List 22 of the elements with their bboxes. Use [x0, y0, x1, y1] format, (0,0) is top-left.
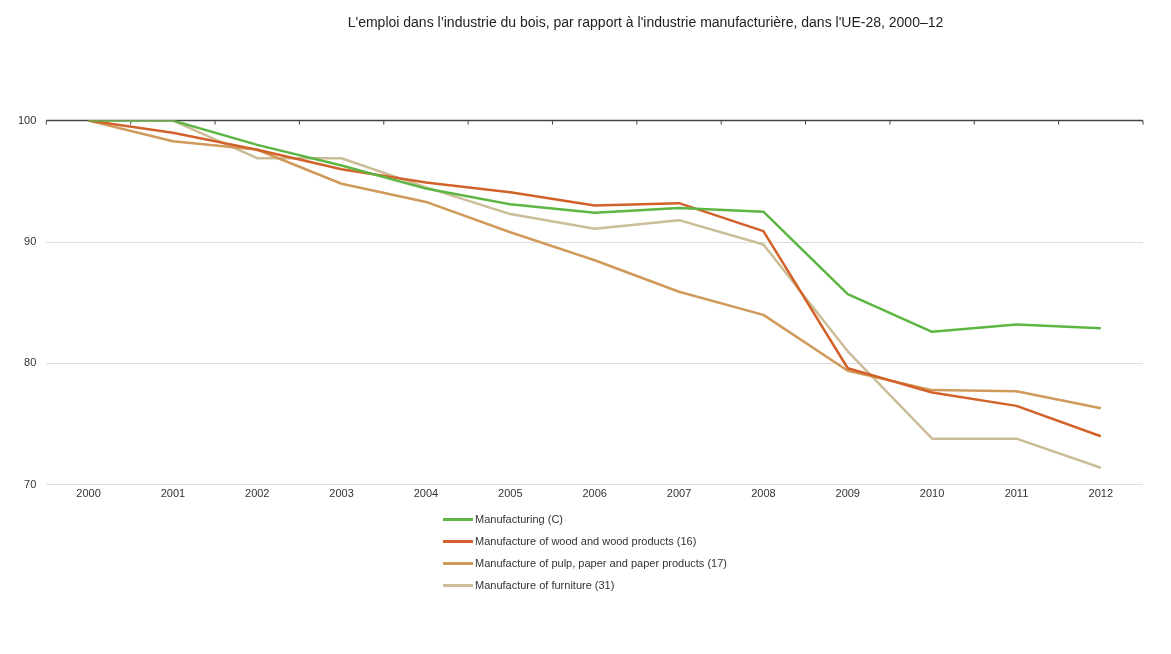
y-tick-label: 100 — [17, 113, 37, 126]
legend-label: Manufacture of wood and wood products (16) — [475, 535, 697, 547]
legend-label: Manufacturing (C) — [475, 513, 564, 525]
x-tick-label: 2010 — [919, 487, 945, 500]
legend-label: Manufacture of furniture (31) — [475, 579, 615, 591]
x-tick-label: 2007 — [666, 487, 692, 500]
x-tick-label: 2001 — [160, 487, 186, 500]
y-tick-label: 90 — [24, 235, 37, 248]
x-tick-label: 2009 — [835, 487, 860, 500]
legend-label: Manufacture of pulp, paper and paper products (17) — [475, 557, 727, 569]
x-tick-label: 2003 — [329, 487, 354, 500]
y-tick-label: 70 — [24, 477, 37, 490]
x-tick-label: 2005 — [498, 487, 523, 500]
x-tick-label: 2004 — [413, 487, 439, 500]
x-tick-label: 2002 — [245, 487, 270, 500]
x-tick-label: 2012 — [1088, 487, 1114, 500]
chart-title: L'emploi dans l’industrie du bois, par rapport à l'industrie manufacturière, dans l'UE-28, 2000–12 — [346, 13, 945, 32]
x-tick-label: 2006 — [582, 487, 607, 500]
x-tick-label: 2000 — [76, 487, 101, 500]
x-tick-label: 2011 — [1004, 487, 1029, 500]
y-tick-label: 80 — [24, 356, 37, 369]
x-tick-label: 2008 — [751, 487, 776, 500]
